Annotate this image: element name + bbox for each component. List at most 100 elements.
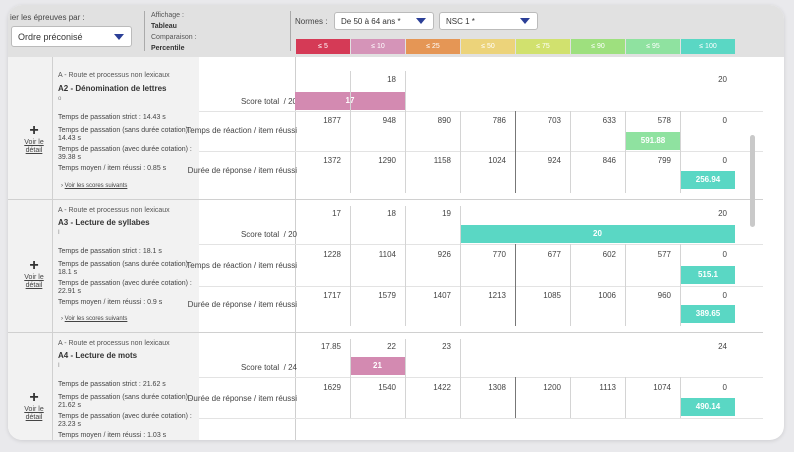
band-le90: ≤ 90 bbox=[571, 39, 625, 54]
tick-label: 0 bbox=[722, 250, 727, 259]
voir-detail-link[interactable]: Voir le détail bbox=[24, 406, 44, 421]
gridline bbox=[570, 111, 571, 193]
band-le5: ≤ 5 bbox=[296, 39, 350, 54]
test-subtitle: I bbox=[58, 230, 60, 236]
row-separator bbox=[199, 111, 763, 112]
display-settings: Affichage : Tableau Comparaison : Percen… bbox=[151, 10, 197, 54]
criterion-item: Temps moyen / item réussi : 1.03 s bbox=[58, 432, 167, 439]
band-le95: ≤ 95 bbox=[626, 39, 680, 54]
vertical-scrollbar[interactable] bbox=[750, 135, 755, 227]
row-label: Score total / 20 bbox=[240, 230, 297, 239]
tick-label: 677 bbox=[547, 250, 561, 259]
criterion-item: Temps de passation (avec durée cotation)… bbox=[58, 146, 192, 161]
tick-label: 1422 bbox=[433, 383, 451, 392]
sort-order-value: Ordre préconisé bbox=[18, 32, 83, 42]
tick-label: 703 bbox=[547, 116, 561, 125]
tick-label: 1074 bbox=[653, 383, 671, 392]
voir-scores-text: Voir les scores suivants bbox=[64, 316, 128, 322]
tick-label: 1308 bbox=[488, 383, 506, 392]
tick-label: 1629 bbox=[323, 383, 341, 392]
test-title: A2 - Dénomination de lettres bbox=[58, 84, 167, 93]
tick-label: 1006 bbox=[598, 291, 616, 300]
score-bar: 256.94 bbox=[681, 171, 735, 189]
expand-detail-button[interactable]: + Voir le détail bbox=[20, 258, 48, 290]
gridline bbox=[680, 244, 681, 326]
gridline bbox=[405, 206, 406, 326]
expand-detail-button[interactable]: + Voir le détail bbox=[20, 390, 48, 422]
results-table: + Voir le détail A - Route et processus … bbox=[8, 57, 784, 440]
score-bar: 20 bbox=[460, 225, 735, 243]
test-category: A - Route et processus non lexicaux bbox=[58, 72, 170, 79]
tick-label: 20 bbox=[718, 75, 727, 84]
tick-label: 1407 bbox=[433, 291, 451, 300]
band-le75: ≤ 75 bbox=[516, 39, 570, 54]
nsc-value: NSC 1 * bbox=[446, 17, 475, 26]
voir-scores-link[interactable]: › Voir les scores suivants bbox=[61, 183, 128, 189]
nsc-select[interactable]: NSC 1 * bbox=[439, 12, 538, 30]
gridline bbox=[350, 339, 351, 418]
tick-label: 18 bbox=[387, 209, 396, 218]
plus-icon: + bbox=[29, 122, 39, 139]
expand-detail-button[interactable]: + Voir le détail bbox=[20, 123, 48, 155]
tick-label: 1717 bbox=[323, 291, 341, 300]
band-le10: ≤ 10 bbox=[351, 39, 405, 54]
test-title: A3 - Lecture de syllabes bbox=[58, 218, 150, 227]
criterion-item: Temps de passation strict : 21.62 s bbox=[58, 381, 166, 388]
affichage-label: Affichage : bbox=[151, 12, 184, 19]
row-label: Temps de réaction / item réussi bbox=[186, 261, 297, 270]
tick-label: 24 bbox=[718, 342, 727, 351]
chevron-down-icon bbox=[114, 34, 124, 40]
row-separator bbox=[199, 286, 763, 287]
tick-label: 577 bbox=[657, 250, 671, 259]
tick-label: 23 bbox=[442, 342, 451, 351]
voir-scores-link[interactable]: › Voir les scores suivants bbox=[61, 316, 128, 322]
criterion-item: Temps de passation (sans durée cotation)… bbox=[58, 394, 192, 409]
gridline bbox=[460, 339, 461, 418]
criterion-item: Temps de passation (sans durée cotation)… bbox=[58, 127, 192, 142]
tick-label: 20 bbox=[718, 209, 727, 218]
row-separator bbox=[199, 418, 763, 419]
divider bbox=[52, 57, 53, 200]
gridline bbox=[625, 244, 626, 326]
divider bbox=[52, 200, 53, 333]
gridline bbox=[680, 111, 681, 193]
tick-label: 960 bbox=[657, 291, 671, 300]
normes-label: Normes : bbox=[295, 17, 328, 26]
gridline bbox=[460, 111, 461, 193]
row-label: Durée de réponse / item réussi bbox=[187, 166, 297, 175]
gridline bbox=[405, 71, 406, 193]
tick-label: 890 bbox=[437, 116, 451, 125]
gridline bbox=[570, 244, 571, 326]
criterion-item: Temps de passation strict : 18.1 s bbox=[58, 248, 162, 255]
voir-detail-link[interactable]: Voir le détail bbox=[24, 139, 44, 154]
median-line bbox=[515, 377, 516, 418]
voir-detail-link[interactable]: Voir le détail bbox=[24, 274, 44, 289]
comparaison-value[interactable]: Percentile bbox=[151, 45, 185, 52]
row-separator bbox=[199, 377, 763, 378]
tick-label: 1372 bbox=[323, 156, 341, 165]
tick-label: 1877 bbox=[323, 116, 341, 125]
criterion-item: Temps moyen / item réussi : 0.85 s bbox=[58, 165, 167, 172]
tick-label: 926 bbox=[437, 250, 451, 259]
gridline bbox=[405, 339, 406, 418]
score-bar: 21 bbox=[350, 357, 405, 375]
test-block-a4: + Voir le détail A - Route et processus … bbox=[8, 333, 763, 440]
filter-toolbar: ier les épreuves par : Ordre préconisé A… bbox=[8, 5, 784, 57]
sort-order-select[interactable]: Ordre préconisé bbox=[11, 26, 132, 47]
tick-label: 948 bbox=[382, 116, 396, 125]
affichage-value[interactable]: Tableau bbox=[151, 23, 177, 30]
tick-label: 1085 bbox=[543, 291, 561, 300]
test-subtitle: o bbox=[58, 96, 62, 102]
tick-label: 1213 bbox=[488, 291, 506, 300]
row-label: Temps de réaction / item réussi bbox=[186, 126, 297, 135]
row-separator bbox=[199, 244, 763, 245]
band-le50: ≤ 50 bbox=[461, 39, 515, 54]
sort-label: ier les épreuves par : bbox=[10, 13, 85, 22]
gridline bbox=[680, 377, 681, 418]
score-bar: 490.14 bbox=[681, 398, 735, 416]
tick-label: 786 bbox=[492, 116, 506, 125]
test-subtitle: I bbox=[58, 363, 60, 369]
divider bbox=[295, 57, 296, 440]
age-norm-value: De 50 à 64 ans * bbox=[341, 17, 401, 26]
age-norm-select[interactable]: De 50 à 64 ans * bbox=[334, 12, 434, 30]
